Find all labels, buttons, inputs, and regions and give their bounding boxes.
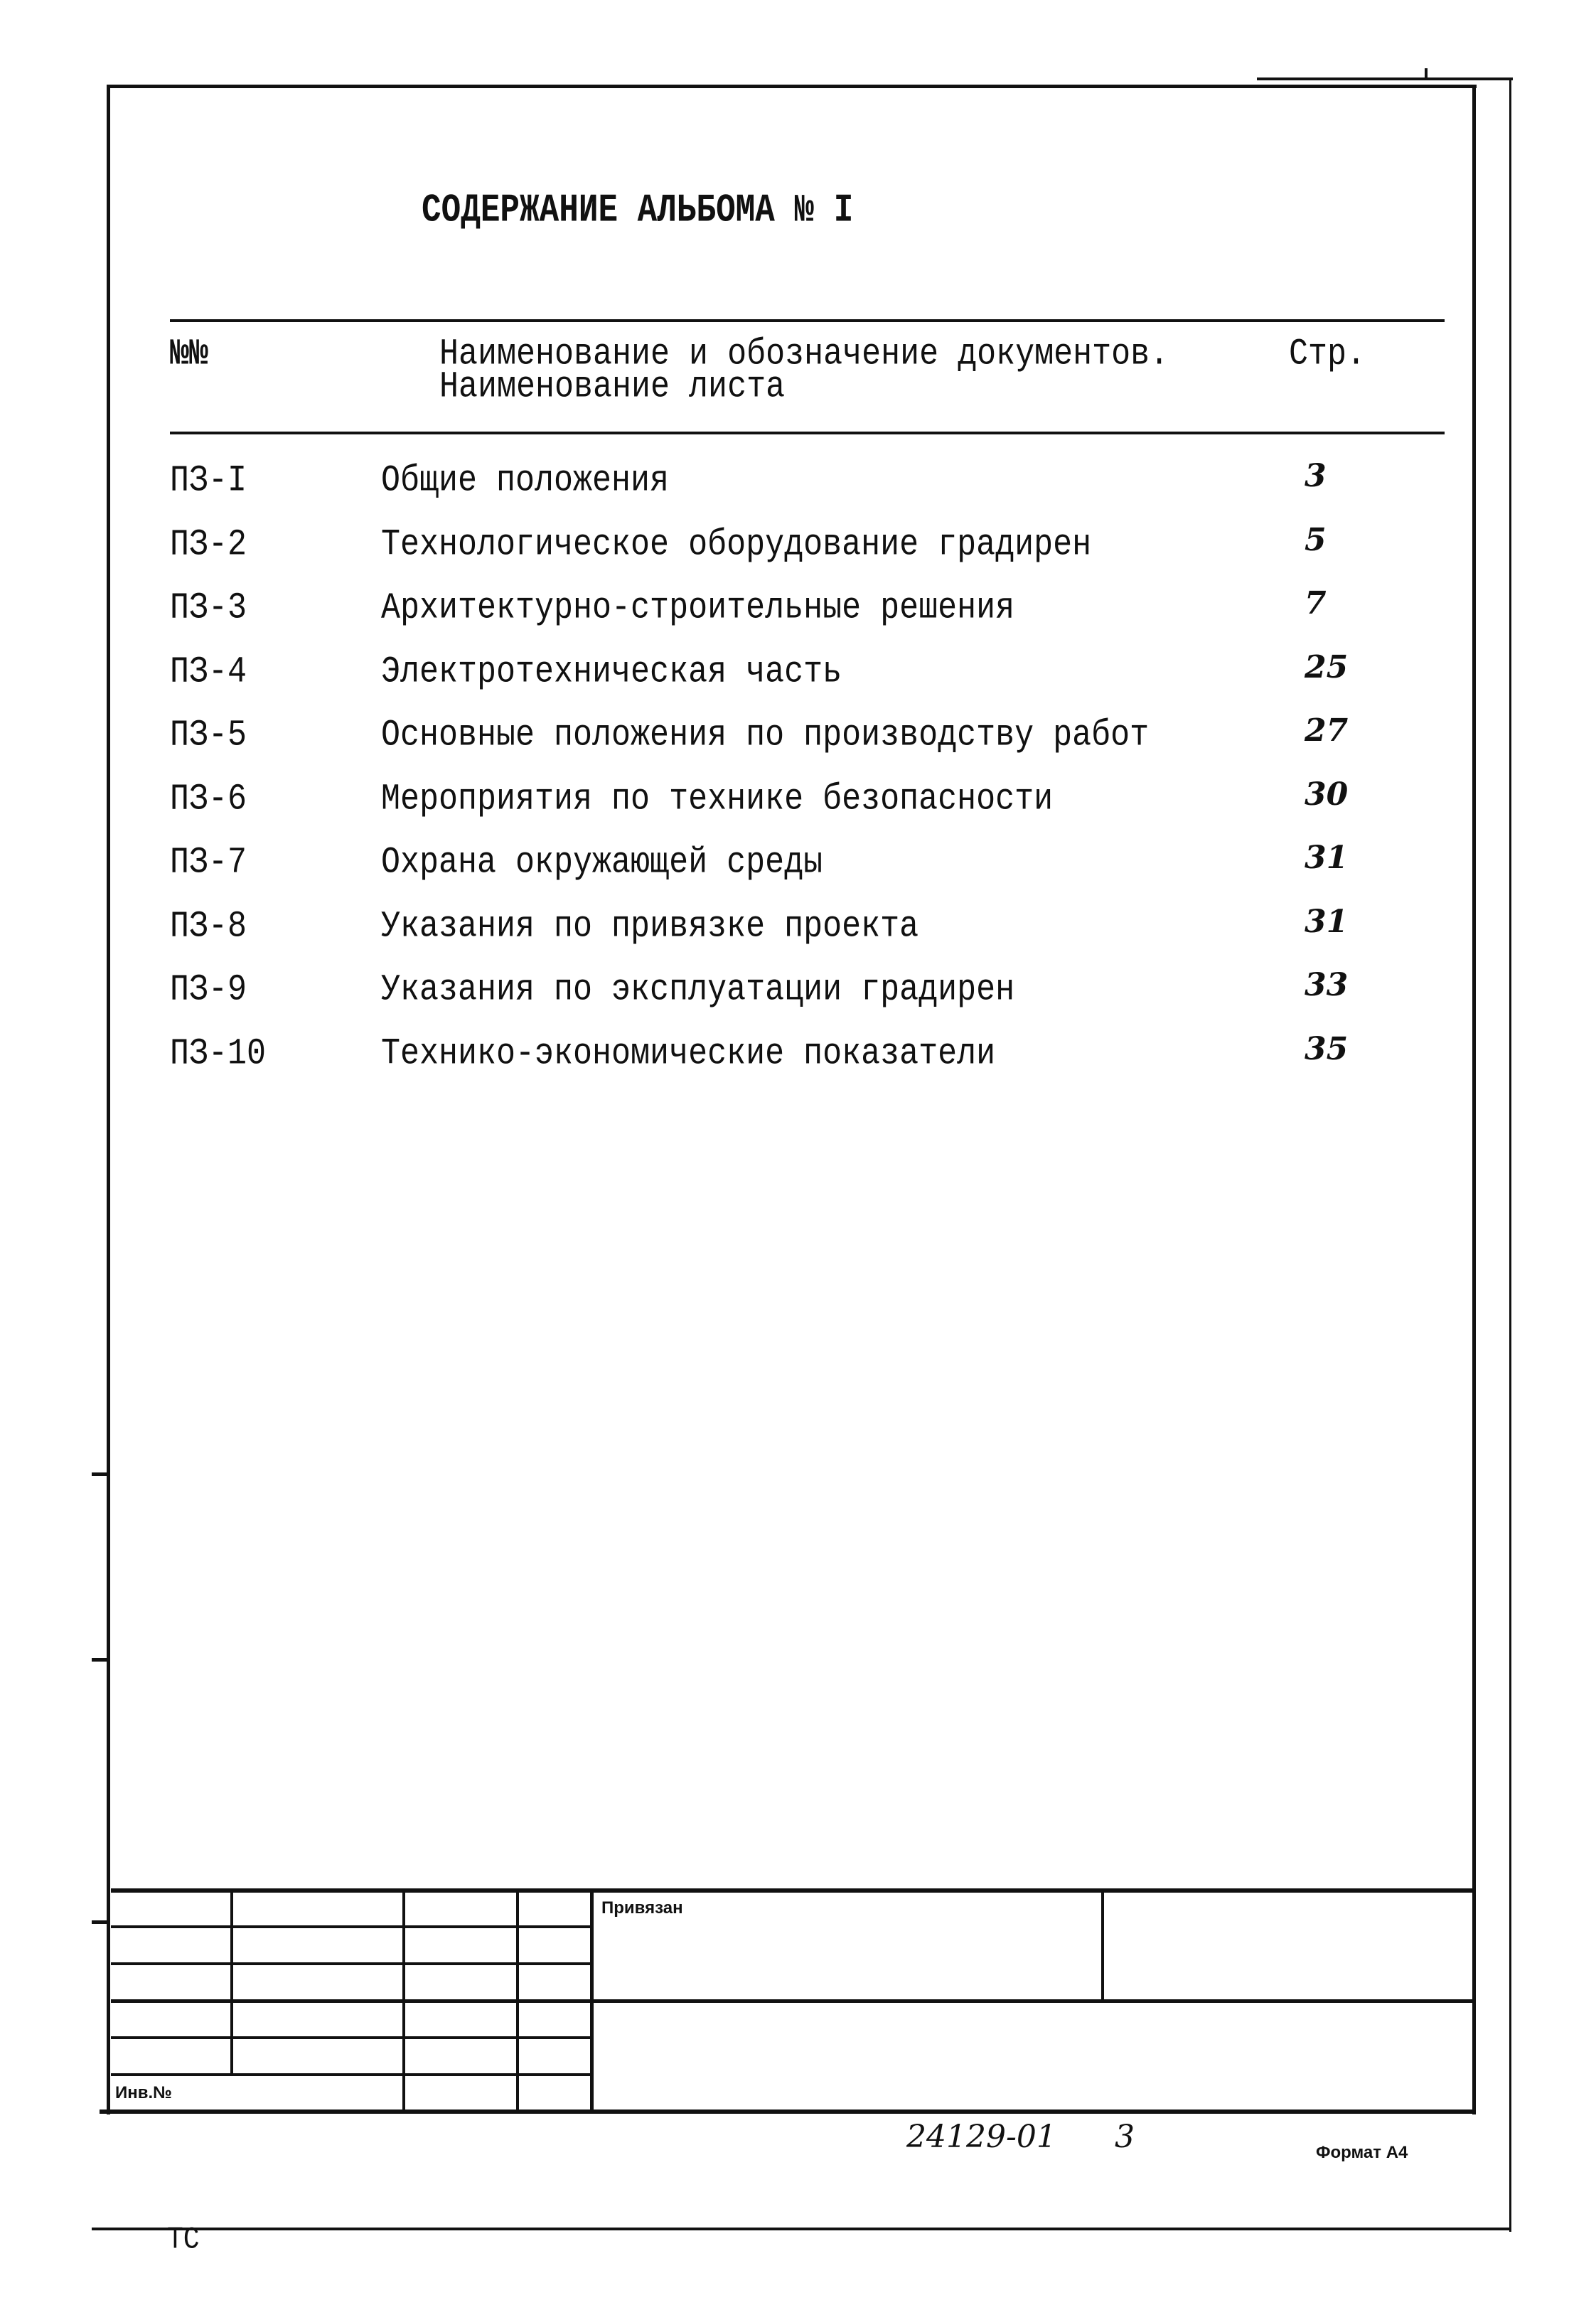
frame-right [1472, 85, 1476, 2114]
item-code: ПЗ-10 [170, 1032, 267, 1075]
list-item: ПЗ-7 Охрана окружающей среды 31 [0, 840, 1596, 887]
item-page: 31 [1305, 840, 1349, 876]
item-page: 3 [1305, 458, 1327, 494]
document-number: 24129-01 [906, 2119, 1056, 2155]
tb-row-line [111, 2073, 591, 2076]
item-code: ПЗ-4 [170, 651, 247, 693]
item-name: Охрана окружающей среды [381, 842, 823, 884]
margin-tick [92, 1472, 109, 1476]
list-item: ПЗ-I Общие положения 3 [0, 458, 1596, 505]
item-code: ПЗ-6 [170, 778, 247, 820]
item-name: Технологическое оборудование градирен [381, 523, 1092, 566]
tb-col-line [230, 1888, 233, 2075]
item-name: Мероприятия по технике безопасности [381, 778, 1054, 820]
linked-label: Привязан [601, 1898, 683, 1918]
item-name: Основные положения по производству работ [381, 715, 1150, 756]
item-page: 30 [1305, 776, 1349, 813]
header-name-line2: Наименование листа [439, 366, 786, 408]
item-code: ПЗ-I [170, 460, 247, 502]
list-item: ПЗ-9 Указания по эксплуатации градирен 33 [0, 967, 1596, 1014]
outer-bottom [92, 2228, 1511, 2230]
tb-col-line [590, 1888, 594, 2112]
list-item: ПЗ-10 Технико-экономические показатели 35 [0, 1031, 1596, 1078]
margin-tick [92, 1920, 109, 1924]
item-page: 7 [1305, 585, 1327, 621]
list-item: ПЗ-3 Архитектурно-строительные решения 7 [0, 585, 1596, 632]
header-bottom-rule [170, 432, 1445, 434]
outer-right [1509, 77, 1511, 2232]
tb-col-line [1101, 1888, 1104, 2001]
item-page: 33 [1305, 967, 1349, 1003]
paper-format: Формат А4 [1316, 2143, 1408, 2162]
frame-top [108, 85, 1477, 88]
item-code: ПЗ-2 [170, 523, 247, 566]
header-page: Стр. [1289, 333, 1366, 375]
footer-mark: ТС [167, 2222, 200, 2258]
item-page: 5 [1305, 521, 1327, 558]
page-title: СОДЕРЖАНИЕ АЛЬБОМА № I [422, 188, 854, 233]
header-top-rule [170, 319, 1445, 322]
item-name: Указания по привязке проекта [381, 905, 919, 948]
tb-row-line [111, 1962, 591, 1965]
outer-top-tick [1425, 68, 1428, 80]
margin-tick [92, 1658, 109, 1662]
frame-left [107, 85, 110, 2114]
inventory-label: Инв.№ [115, 2083, 172, 2102]
list-item: ПЗ-4 Электротехническая часть 25 [0, 649, 1596, 696]
list-item: ПЗ-6 Мероприятия по технике безопасности 3… [0, 776, 1596, 823]
item-name: Указания по эксплуатации градирен [381, 969, 1015, 1011]
tb-col-line [402, 1888, 405, 2112]
header-number: №№ [170, 333, 209, 375]
item-name: Электротехническая часть [381, 651, 842, 693]
tb-top [111, 1888, 1474, 1893]
list-item: ПЗ-2 Технологическое оборудование градире… [0, 522, 1596, 569]
item-code: ПЗ-8 [170, 905, 247, 948]
item-page: 31 [1305, 903, 1349, 940]
item-code: ПЗ-3 [170, 587, 247, 629]
sheet-number: 3 [1115, 2119, 1135, 2155]
item-code: ПЗ-7 [170, 842, 247, 884]
item-page: 27 [1305, 712, 1349, 749]
tb-row-line [111, 1925, 591, 1928]
tb-row-line [111, 1999, 1474, 2003]
list-item: ПЗ-5 Основные положения по производству р… [0, 712, 1596, 759]
item-code: ПЗ-5 [170, 715, 247, 756]
tb-bottom [100, 2110, 1476, 2114]
outer-top [1257, 77, 1513, 80]
item-name: Общие положения [381, 460, 670, 502]
item-page: 25 [1305, 648, 1349, 685]
list-item: ПЗ-8 Указания по привязке проекта 31 [0, 904, 1596, 951]
item-page: 35 [1305, 1030, 1349, 1067]
header-name-line1: Наименование и обозначение документов. [439, 333, 1169, 375]
item-name: Архитектурно-строительные решения [381, 587, 1015, 629]
tb-row-line [111, 2036, 591, 2039]
item-name: Технико-экономические показатели [381, 1032, 996, 1075]
tb-col-line [516, 1888, 519, 2112]
item-code: ПЗ-9 [170, 969, 247, 1011]
